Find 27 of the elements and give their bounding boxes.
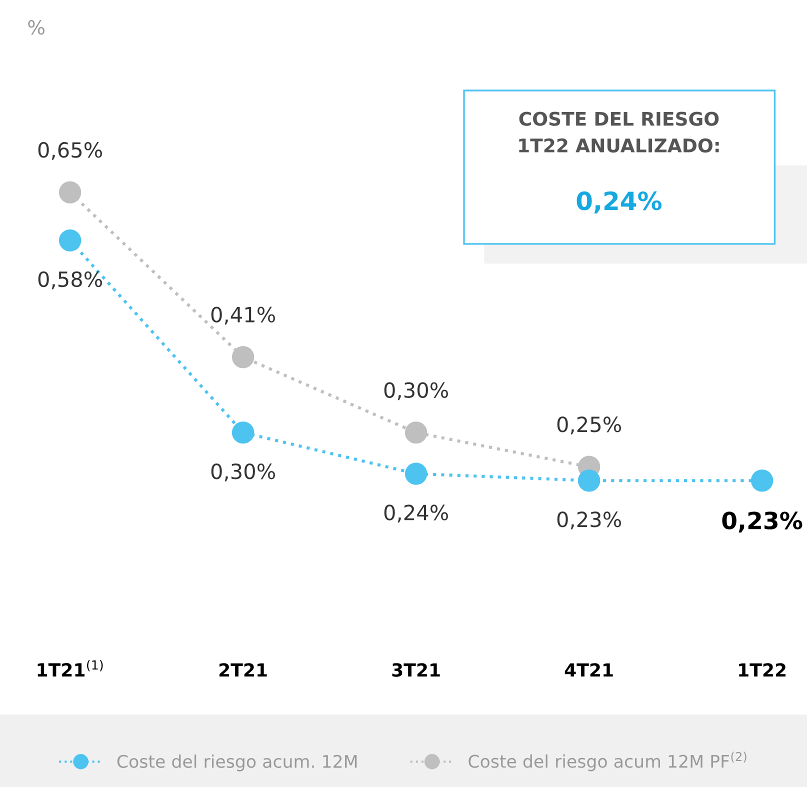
- point: [232, 346, 254, 368]
- point: [750, 469, 774, 492]
- data-label: 0,30%: [384, 382, 448, 400]
- data-label: 0,41%: [211, 306, 276, 325]
- legend-label: Coste del riesgo acum. 12M: [117, 754, 357, 772]
- data-label: 0,23%: [557, 512, 622, 530]
- legend-label: Coste del riesgo acum 12M PF$^{(2)}$: [468, 752, 746, 772]
- text: COSTE DEL RIESGO 1T22 ANUALIZADO:: [519, 112, 719, 153]
- point: [58, 181, 82, 204]
- point: [404, 462, 428, 485]
- annotation: 0,24%: [576, 191, 662, 214]
- data-label: 0,24%: [384, 504, 448, 523]
- x-tick-label: 2T21: [219, 663, 267, 677]
- point: [58, 229, 82, 252]
- point: [404, 421, 428, 444]
- data-label: 0,23%: [722, 512, 802, 532]
- x-tick-label: 3T21: [392, 663, 440, 677]
- data-label: 0,25%: [557, 416, 622, 434]
- point: [232, 421, 254, 444]
- text: %: [28, 20, 44, 35]
- data-label: 0,30%: [211, 463, 276, 482]
- x-tick-label: 1T22: [739, 663, 786, 677]
- x-tick-label: 1T21$^{(1)}$: [38, 660, 103, 676]
- point: [578, 469, 600, 492]
- data-label: 0,58%: [38, 271, 102, 290]
- x-tick-label: 4T21: [564, 663, 613, 677]
- data-label: 0,65%: [38, 142, 102, 160]
